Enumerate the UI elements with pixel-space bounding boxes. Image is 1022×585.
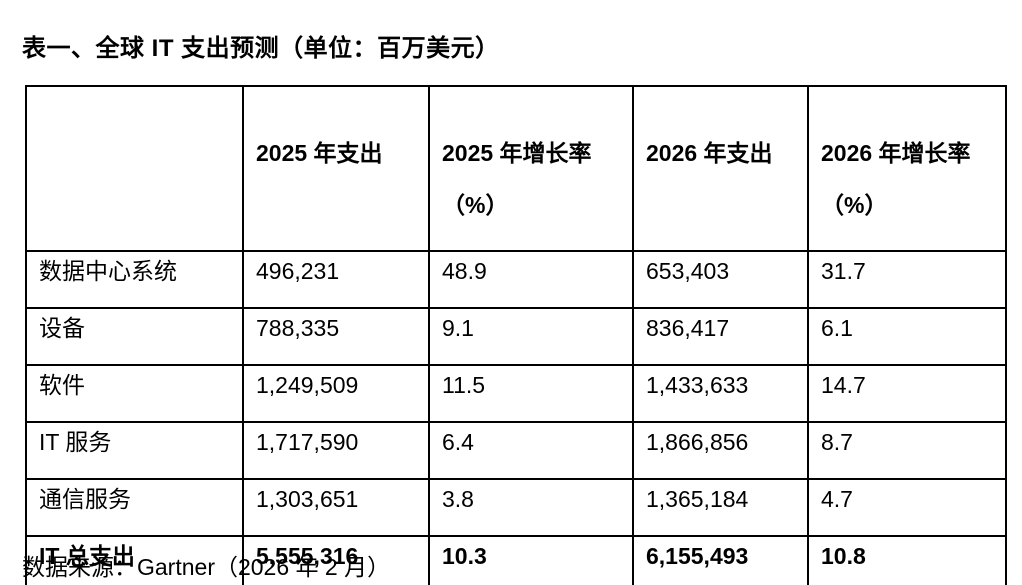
growth-2026-cell: 6.1 [807,307,1007,366]
spend-2025-cell: 1,303,651 [242,478,430,537]
spend-2026-cell: 1,365,184 [632,478,809,537]
spend-2025-cell: 788,335 [242,307,430,366]
table-row-data-center-systems: 数据中心系统 496,231 48.9 653,403 31.7 [25,250,1007,309]
spend-2025-cell: 5,555,316 [242,535,430,585]
data-source-note: 数据来源：Gartner（2026 年 2 月） [22,554,391,580]
it-spending-forecast-table: 2025 年支出 2025 年增长率 （%） 2026 年支出 2026 年增长… [25,85,1007,585]
growth-2026-cell: 10.8 [807,535,1007,585]
table-row-it-services: IT 服务 1,717,590 6.4 1,866,856 8.7 [25,421,1007,480]
header-line1: 2026 年增长率 [821,139,971,166]
table-row-software: 软件 1,249,509 11.5 1,433,633 14.7 [25,364,1007,423]
header-cell-2025-spend: 2025 年支出 [242,85,430,252]
row-label: 通信服务 [25,478,244,537]
row-label: IT 服务 [25,421,244,480]
spend-2026-cell: 653,403 [632,250,809,309]
table-row-communication-services: 通信服务 1,303,651 3.8 1,365,184 4.7 [25,478,1007,537]
header-line2 [256,179,422,231]
header-line1: 2026 年支出 [646,139,773,166]
header-line2 [646,179,801,231]
table-row-devices: 设备 788,335 9.1 836,417 6.1 [25,307,1007,366]
header-line2 [39,179,236,231]
header-line2: （%） [821,191,888,218]
header-cell-2025-growth: 2025 年增长率 （%） [428,85,634,252]
header-cell-2026-growth: 2026 年增长率 （%） [807,85,1007,252]
header-line1: 2025 年增长率 [442,139,592,166]
row-label: 软件 [25,364,244,423]
growth-2025-cell: 48.9 [428,250,634,309]
growth-2026-cell: 4.7 [807,478,1007,537]
table-header-row: 2025 年支出 2025 年增长率 （%） 2026 年支出 2026 年增长… [25,85,1007,252]
row-label: 数据中心系统 [25,250,244,309]
table-title: 表一、全球 IT 支出预测（单位：百万美元） [22,35,500,62]
header-line2: （%） [442,191,509,218]
row-label: IT 总支出 [25,535,244,585]
spend-2025-cell: 496,231 [242,250,430,309]
spend-2026-cell: 1,866,856 [632,421,809,480]
growth-2025-cell: 11.5 [428,364,634,423]
spend-2026-cell: 836,417 [632,307,809,366]
header-cell-category [25,85,244,252]
growth-2025-cell: 6.4 [428,421,634,480]
header-line1: 2025 年支出 [256,139,383,166]
table-row-total-it-spending: IT 总支出 5,555,316 10.3 6,155,493 10.8 [25,535,1007,585]
row-label: 设备 [25,307,244,366]
header-cell-2026-spend: 2026 年支出 [632,85,809,252]
spend-2026-cell: 6,155,493 [632,535,809,585]
growth-2025-cell: 3.8 [428,478,634,537]
spend-2026-cell: 1,433,633 [632,364,809,423]
header-line1 [39,127,236,179]
spend-2025-cell: 1,717,590 [242,421,430,480]
growth-2025-cell: 10.3 [428,535,634,585]
growth-2026-cell: 31.7 [807,250,1007,309]
growth-2025-cell: 9.1 [428,307,634,366]
growth-2026-cell: 14.7 [807,364,1007,423]
growth-2026-cell: 8.7 [807,421,1007,480]
spend-2025-cell: 1,249,509 [242,364,430,423]
